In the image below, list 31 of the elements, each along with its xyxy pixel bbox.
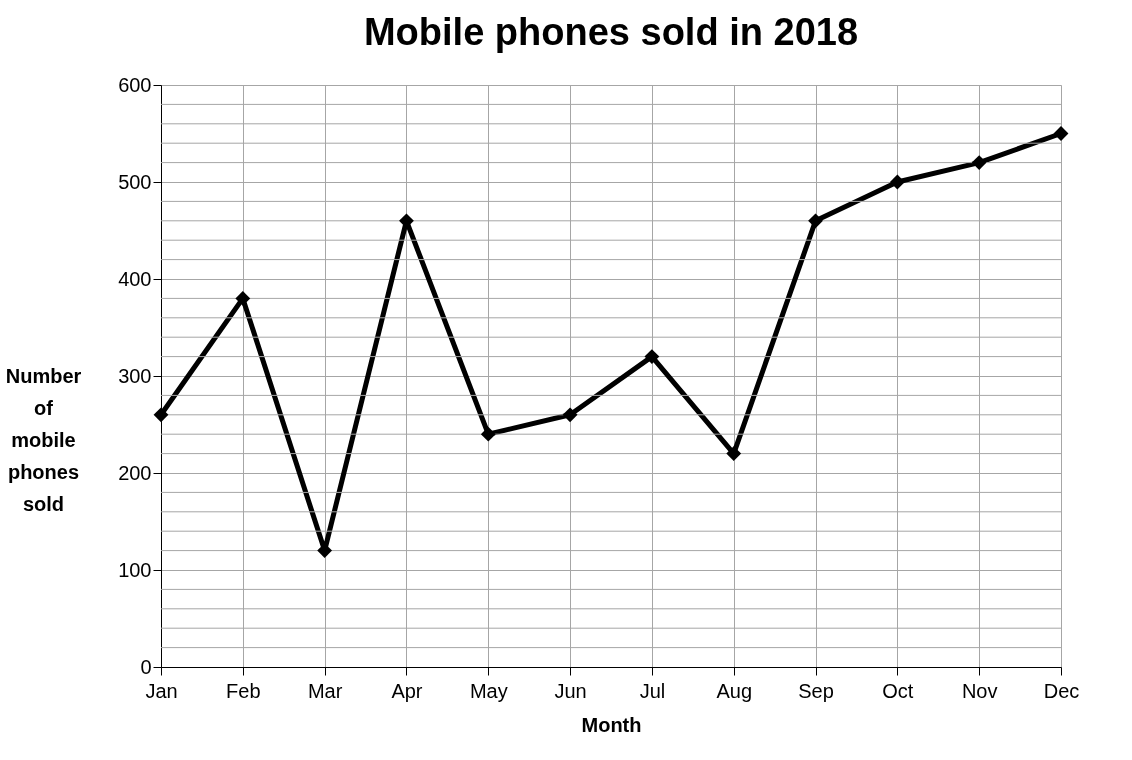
x-axis-title: Month [581,713,642,736]
y-tick-label: 300 [118,364,152,387]
point [644,349,660,365]
point [235,290,251,306]
point [889,174,905,190]
x-tick-label: Jan [145,679,178,702]
y-tick-label: 500 [118,170,152,193]
point [726,446,742,462]
x-tick-label: Dec [1043,679,1080,702]
y-tick-label: 200 [118,461,152,484]
x-tick-label: Jul [639,679,666,702]
y-axis-title: Number of mobile phones sold [5,364,82,515]
y-tick-label: 0 [140,655,152,678]
y-tick-label: 400 [118,267,152,290]
x-tick-label: Aug [716,679,753,702]
x-tick-label: Feb [226,679,261,702]
x-tick-label: Oct [882,679,914,702]
x-tick-label: Apr [391,679,423,702]
point [808,213,823,229]
chart-title: Mobile phones sold in 2018 [363,11,859,53]
point [153,407,169,423]
point [480,426,496,442]
x-tick-label: Jun [554,679,587,702]
point [562,407,578,423]
point [971,155,987,171]
y-tick-label: 600 [118,73,152,96]
x-tick-label: Nov [961,679,998,702]
y-tick-label: 100 [118,558,152,581]
x-tick-label: Mar [307,679,343,702]
x-tick-label: Sep [798,679,834,702]
x-tick-label: May [469,679,508,702]
